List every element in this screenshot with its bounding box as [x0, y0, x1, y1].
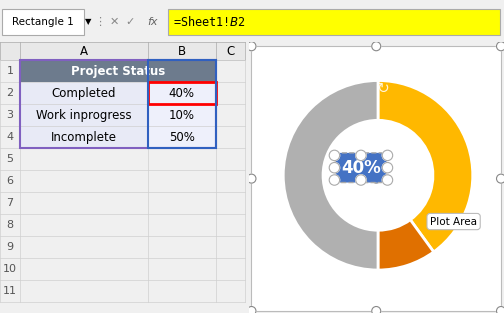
Text: 7: 7 [7, 198, 14, 208]
Text: Work inprogress: Work inprogress [36, 109, 132, 122]
Text: 4: 4 [7, 132, 14, 142]
Circle shape [329, 150, 340, 161]
FancyBboxPatch shape [251, 46, 501, 311]
Text: 5: 5 [7, 154, 14, 164]
Text: 2: 2 [7, 88, 14, 98]
Circle shape [496, 174, 504, 183]
Text: 10: 10 [3, 264, 17, 274]
Text: Plot Area: Plot Area [430, 217, 477, 227]
FancyBboxPatch shape [148, 82, 216, 104]
Circle shape [382, 175, 393, 185]
FancyBboxPatch shape [148, 126, 216, 148]
Text: Rectangle 1: Rectangle 1 [12, 17, 74, 27]
Circle shape [329, 175, 340, 185]
Text: ✓: ✓ [125, 17, 135, 27]
Text: 9: 9 [7, 242, 14, 252]
Text: 6: 6 [7, 176, 14, 186]
Text: ↻: ↻ [376, 81, 389, 95]
Text: Incomplete: Incomplete [51, 131, 117, 144]
Circle shape [372, 42, 381, 51]
Text: 40%: 40% [341, 159, 381, 177]
Text: B: B [177, 45, 185, 58]
Circle shape [356, 150, 366, 161]
Circle shape [329, 162, 340, 173]
Text: 50%: 50% [169, 131, 195, 144]
FancyBboxPatch shape [20, 82, 148, 104]
FancyBboxPatch shape [2, 9, 84, 35]
Text: 3: 3 [7, 110, 14, 120]
FancyBboxPatch shape [0, 42, 245, 60]
Text: A: A [80, 45, 88, 58]
Circle shape [247, 42, 256, 51]
Wedge shape [378, 220, 434, 270]
Text: 8: 8 [7, 220, 14, 230]
Text: 11: 11 [3, 286, 17, 296]
Text: fx: fx [147, 17, 157, 27]
Text: 40%: 40% [169, 87, 195, 100]
Circle shape [372, 306, 381, 313]
Text: Project Status: Project Status [71, 65, 165, 78]
FancyBboxPatch shape [168, 9, 500, 35]
Text: 10%: 10% [169, 109, 195, 122]
Text: C: C [226, 45, 235, 58]
FancyBboxPatch shape [20, 104, 148, 126]
Text: =Sheet1!$B$2: =Sheet1!$B$2 [173, 15, 246, 29]
FancyBboxPatch shape [20, 60, 216, 82]
Circle shape [372, 174, 381, 183]
Circle shape [356, 175, 366, 185]
Circle shape [496, 306, 504, 313]
Circle shape [496, 42, 504, 51]
Text: ⋮: ⋮ [94, 17, 105, 27]
FancyBboxPatch shape [20, 126, 148, 148]
Wedge shape [283, 80, 378, 270]
Circle shape [382, 150, 393, 161]
Circle shape [382, 162, 393, 173]
Text: 1: 1 [7, 66, 14, 76]
Text: ▼: ▼ [85, 17, 91, 26]
Wedge shape [378, 80, 473, 252]
FancyBboxPatch shape [148, 104, 216, 126]
Circle shape [247, 306, 256, 313]
Text: ✕: ✕ [109, 17, 118, 27]
Text: Completed: Completed [51, 87, 116, 100]
Circle shape [247, 174, 256, 183]
